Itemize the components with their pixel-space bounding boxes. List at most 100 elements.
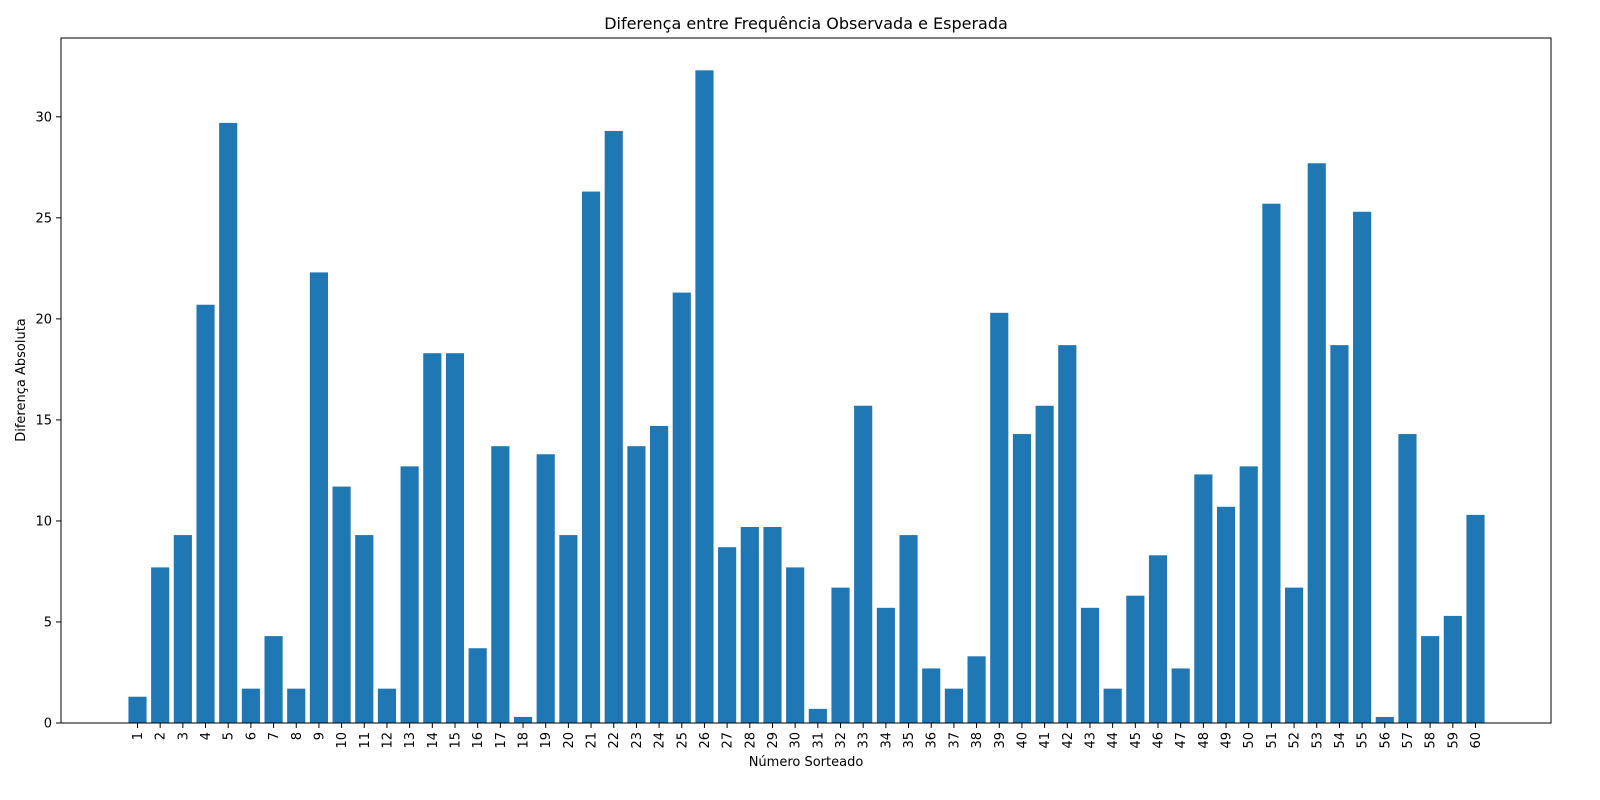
bar-56 bbox=[1375, 716, 1394, 723]
x-tick-label: 25 bbox=[675, 732, 690, 749]
bar-41 bbox=[1035, 405, 1054, 723]
y-tick-label: 30 bbox=[35, 110, 52, 125]
bar-4 bbox=[196, 304, 215, 723]
x-tick-label: 41 bbox=[1038, 732, 1053, 749]
x-tick-label: 52 bbox=[1288, 732, 1303, 749]
x-tick-label: 13 bbox=[403, 732, 418, 749]
bar-15 bbox=[445, 353, 465, 723]
bar-34 bbox=[876, 607, 895, 723]
bar-47 bbox=[1171, 668, 1190, 723]
x-tick-label: 54 bbox=[1333, 732, 1348, 749]
x-tick-label: 6 bbox=[244, 732, 259, 740]
bar-49 bbox=[1216, 506, 1236, 723]
x-tick-label: 12 bbox=[380, 732, 395, 749]
x-tick-label: 5 bbox=[222, 732, 237, 740]
bar-7 bbox=[264, 636, 283, 723]
bars-layer bbox=[128, 70, 1485, 724]
bar-6 bbox=[241, 688, 260, 723]
bar-21 bbox=[581, 191, 601, 723]
bar-29 bbox=[763, 527, 782, 723]
bar-18 bbox=[513, 716, 533, 723]
bar-32 bbox=[831, 587, 850, 723]
y-axis-label: Diferença Absoluta bbox=[14, 318, 29, 442]
bar-11 bbox=[355, 535, 374, 723]
x-tick-label: 55 bbox=[1356, 732, 1371, 749]
x-tick-label: 35 bbox=[902, 732, 917, 749]
x-tick-label: 22 bbox=[607, 732, 622, 749]
x-tick-label: 60 bbox=[1469, 732, 1484, 749]
bar-8 bbox=[287, 688, 306, 723]
bar-2 bbox=[151, 567, 170, 723]
y-tick-label: 5 bbox=[44, 615, 52, 630]
bar-59 bbox=[1443, 615, 1462, 723]
bar-3 bbox=[173, 535, 192, 723]
x-tick-label: 15 bbox=[448, 732, 463, 749]
x-tick-label: 1 bbox=[131, 732, 146, 740]
bar-52 bbox=[1285, 587, 1304, 723]
x-tick-label: 21 bbox=[585, 732, 600, 749]
x-tick-label: 37 bbox=[947, 732, 962, 749]
x-tick-label: 26 bbox=[698, 732, 713, 749]
bar-46 bbox=[1148, 555, 1168, 723]
x-tick-label: 51 bbox=[1265, 732, 1280, 749]
x-tick-label: 44 bbox=[1106, 732, 1121, 749]
x-tick-label: 24 bbox=[653, 732, 668, 749]
x-tick-label: 53 bbox=[1310, 732, 1325, 749]
bar-42 bbox=[1058, 345, 1077, 723]
x-axis: 1 2 3 4 5 6 7 8 9 10 11 12 13 14 15 16 17 18 19 20 21 22 23 24 2… bbox=[131, 723, 1484, 749]
x-tick-label: 34 bbox=[879, 732, 894, 749]
bar-9 bbox=[309, 272, 328, 723]
bar-48 bbox=[1194, 474, 1213, 723]
bar-54 bbox=[1330, 345, 1349, 723]
bar-14 bbox=[423, 353, 442, 723]
bar-36 bbox=[922, 668, 941, 723]
x-tick-label: 9 bbox=[312, 732, 327, 740]
bar-53 bbox=[1307, 163, 1326, 723]
bar-38 bbox=[967, 656, 986, 723]
y-tick-label: 0 bbox=[44, 717, 52, 732]
bar-57 bbox=[1398, 434, 1417, 723]
bar-12 bbox=[377, 688, 397, 723]
bar-20 bbox=[559, 535, 578, 723]
bar-44 bbox=[1103, 688, 1122, 723]
x-tick-label: 18 bbox=[517, 732, 532, 749]
x-tick-label: 27 bbox=[721, 732, 736, 749]
x-tick-label: 56 bbox=[1378, 732, 1393, 749]
bar-39 bbox=[990, 312, 1009, 723]
x-tick-label: 46 bbox=[1152, 732, 1167, 749]
bar-58 bbox=[1421, 636, 1440, 723]
x-tick-label: 31 bbox=[811, 732, 826, 749]
x-tick-label: 58 bbox=[1424, 732, 1439, 749]
x-tick-label: 40 bbox=[1015, 732, 1030, 749]
bar-19 bbox=[536, 454, 555, 723]
x-tick-label: 39 bbox=[993, 732, 1008, 749]
bar-45 bbox=[1126, 595, 1145, 723]
x-tick-label: 47 bbox=[1174, 732, 1189, 749]
x-tick-label: 3 bbox=[176, 732, 191, 740]
x-tick-label: 57 bbox=[1401, 732, 1416, 749]
x-tick-label: 7 bbox=[267, 732, 282, 740]
x-tick-label: 36 bbox=[925, 732, 940, 749]
bar-37 bbox=[944, 688, 963, 723]
chart-title: Diferença entre Frequência Observada e E… bbox=[604, 14, 1008, 33]
y-tick-label: 20 bbox=[35, 312, 52, 327]
bar-30 bbox=[786, 567, 805, 723]
bar-60 bbox=[1466, 514, 1485, 723]
x-tick-label: 42 bbox=[1061, 732, 1076, 749]
x-axis-label: Número Sorteado bbox=[749, 755, 864, 770]
bar-27 bbox=[718, 547, 737, 723]
bar-55 bbox=[1353, 211, 1372, 723]
bar-25 bbox=[672, 292, 691, 723]
x-tick-label: 11 bbox=[358, 732, 373, 749]
bar-50 bbox=[1239, 466, 1258, 723]
x-tick-label: 49 bbox=[1220, 732, 1235, 749]
x-tick-label: 20 bbox=[562, 732, 577, 749]
x-tick-label: 4 bbox=[199, 732, 214, 740]
bar-16 bbox=[468, 648, 487, 723]
bar-51 bbox=[1262, 203, 1281, 723]
y-axis: 0 5 10 15 20 25 30 bbox=[35, 110, 61, 732]
y-tick-label: 15 bbox=[35, 413, 52, 428]
bar-1 bbox=[128, 696, 147, 723]
